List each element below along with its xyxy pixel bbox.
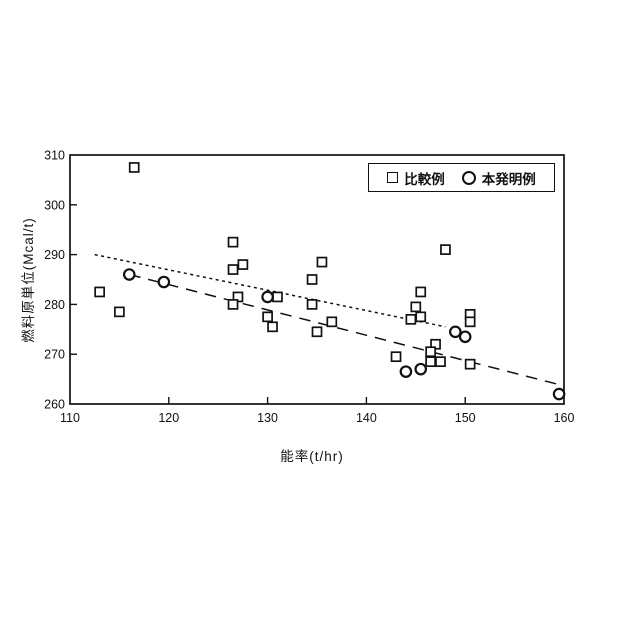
square-point [405, 313, 417, 325]
square-point [311, 326, 323, 338]
y-tick-label: 300 [44, 198, 65, 212]
circle-point [157, 275, 171, 289]
dashed-trend-line [129, 273, 562, 386]
circle-point [458, 330, 472, 344]
square-point [262, 311, 273, 323]
square-point [464, 316, 476, 328]
square-point [237, 259, 249, 270]
circle-point [449, 325, 462, 339]
square-point [390, 351, 402, 363]
y-tick-label: 290 [44, 248, 65, 262]
plot-border [69, 154, 565, 405]
circle-point [414, 362, 428, 376]
circle-point [399, 365, 413, 378]
square-point [326, 316, 338, 328]
y-axis-title: 燃料原単位(Mcal/t) [21, 217, 36, 343]
square-point [425, 346, 436, 358]
square-point [227, 236, 239, 248]
square-point [94, 286, 105, 298]
y-tick-label: 270 [44, 348, 65, 362]
square-point [272, 291, 283, 303]
x-tick-label: 140 [356, 411, 377, 425]
x-tick-label: 160 [554, 411, 575, 425]
square-point [114, 306, 125, 318]
legend-item-comparison: 比較例 [387, 168, 445, 188]
square-point [415, 286, 427, 298]
square-point [425, 356, 436, 368]
y-tick-label: 260 [44, 398, 65, 412]
legend-label-comparison: 比較例 [404, 171, 445, 187]
square-point [435, 356, 446, 368]
legend-item-invention: 本発明例 [461, 168, 536, 188]
circle-point [122, 268, 136, 281]
x-tick-label: 130 [257, 411, 278, 425]
legend: 比較例 本発明例 [368, 163, 555, 192]
y-tick-label: 310 [44, 149, 65, 163]
square-point [410, 301, 422, 313]
square-point [316, 256, 328, 268]
x-axis-title: 能率(t/hr) [280, 449, 344, 464]
square-point [128, 162, 140, 173]
square-point [440, 244, 451, 255]
circle-point [261, 290, 274, 304]
square-point [267, 321, 278, 333]
square-point [415, 311, 427, 323]
square-marker-icon [387, 172, 399, 183]
square-point [306, 299, 318, 310]
square-point [306, 274, 318, 285]
y-tick-label: 280 [44, 298, 65, 312]
square-point [464, 358, 476, 370]
x-tick-label: 110 [60, 411, 80, 425]
square-point [227, 299, 239, 310]
square-point [227, 264, 239, 275]
x-tick-label: 120 [158, 411, 179, 425]
x-tick-label: 150 [455, 411, 476, 425]
circle-marker-icon [461, 170, 476, 185]
dotted-trend-line [94, 253, 446, 328]
circle-point [552, 387, 566, 401]
legend-label-invention: 本発明例 [481, 171, 536, 187]
